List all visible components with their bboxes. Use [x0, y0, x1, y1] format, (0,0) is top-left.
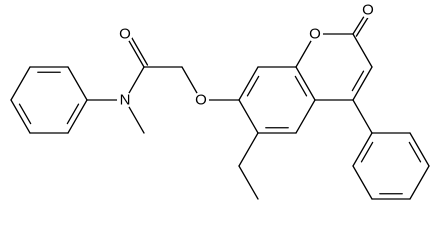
bonds — [10, 9, 430, 200]
molecule-structure: O N O O O — [10, 2, 430, 200]
atom-label: O — [362, 2, 374, 19]
bond — [67, 66, 88, 101]
bond — [408, 141, 422, 163]
bond — [66, 103, 80, 125]
label-mask — [117, 26, 133, 42]
atom-label: O — [309, 26, 321, 43]
bond — [10, 66, 31, 101]
bond — [246, 75, 260, 97]
atom-label: O — [119, 26, 131, 43]
label-mask — [307, 26, 323, 42]
bond — [352, 165, 373, 200]
bond — [238, 99, 259, 134]
bond — [409, 165, 430, 200]
bond — [352, 33, 373, 68]
bond — [238, 165, 259, 200]
bond — [295, 99, 316, 134]
bond — [10, 99, 31, 134]
label-mask — [360, 2, 376, 18]
label-mask — [193, 92, 209, 108]
atom-labels: O N O O O — [117, 2, 376, 109]
bond — [238, 132, 259, 167]
bond — [238, 66, 259, 101]
bond — [67, 99, 88, 134]
bond — [351, 70, 365, 92]
bond — [360, 141, 374, 163]
label-mask — [117, 92, 133, 108]
bond — [352, 66, 373, 101]
bond — [352, 99, 373, 134]
bond — [18, 103, 32, 125]
bond — [409, 132, 430, 167]
atom-label: N — [120, 92, 131, 109]
bond — [352, 132, 373, 167]
bond — [295, 66, 316, 101]
atom-label: O — [195, 92, 207, 109]
bond — [294, 75, 308, 97]
